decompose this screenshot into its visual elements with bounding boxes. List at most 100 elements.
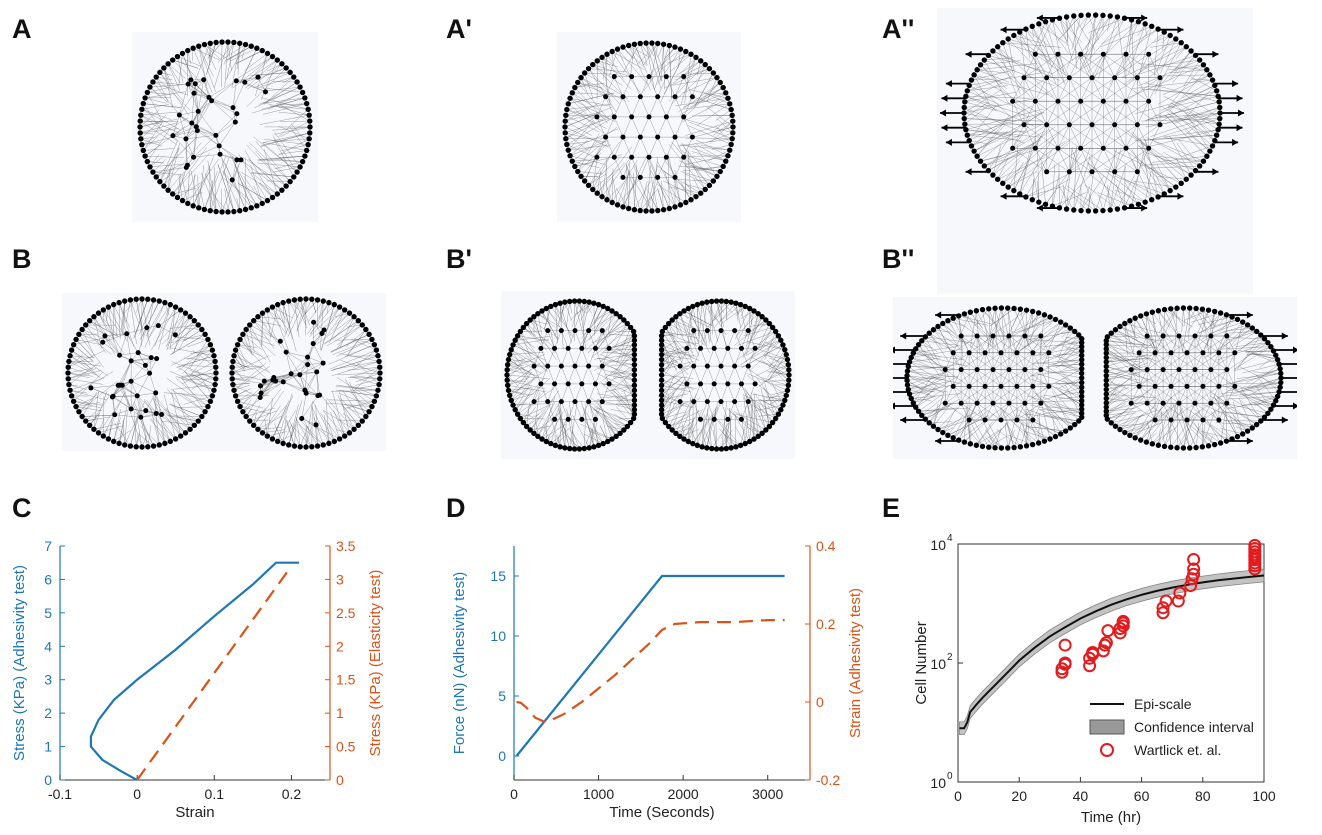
membrane-node [157,298,162,303]
membrane-node [1173,184,1178,189]
membrane-node [1042,438,1047,443]
membrane-node [504,377,509,382]
x-tick-label: 3000 [752,786,783,802]
membrane-node [1117,324,1122,329]
membrane-node [743,441,748,446]
membrane-node [249,205,254,210]
internal-node [705,364,710,369]
membrane-node [190,45,195,50]
membrane-node [1036,199,1041,204]
membrane-node [564,107,569,112]
membrane-node [1122,430,1127,435]
internal-node [284,350,289,355]
membrane-node [208,342,213,347]
internal-node [983,418,988,423]
membrane-node [351,314,356,319]
membrane-node [661,42,666,47]
membrane-node [1086,208,1091,213]
internal-node [154,411,159,416]
membrane-node [315,443,320,448]
internal-node [1038,367,1043,372]
membrane-node [71,399,76,404]
membrane-node [363,414,368,419]
membrane-node [698,58,703,63]
internal-node [231,105,236,110]
force-arrowhead [946,80,952,87]
force-arrowhead [1232,80,1238,87]
membrane-node [243,207,248,212]
membrane-node [1115,206,1120,211]
internal-node [725,417,730,422]
membrane-node [133,297,138,302]
internal-node [1124,146,1129,151]
membrane-node [1150,441,1155,446]
internal-node [1232,350,1237,355]
membrane-node [211,353,216,358]
internal-node [538,381,543,386]
x-axis-label: Time (Seconds) [609,804,714,821]
membrane-node [233,347,238,352]
membrane-node [305,107,310,112]
panel-label-b: B [12,244,32,275]
force-arrowhead [1237,124,1243,131]
membrane-node [219,39,224,44]
membrane-node [229,370,234,375]
membrane-node [1117,427,1122,432]
membrane-node [122,298,127,303]
membrane-node [659,393,664,398]
membrane-node [142,153,147,158]
membrane-node [315,297,320,302]
membrane-node [255,427,260,432]
membrane-node [67,388,72,393]
membrane-node [738,443,743,448]
membrane-node [302,153,307,158]
internal-node [579,417,584,422]
membrane-node [995,177,1000,182]
membrane-node [1240,319,1245,324]
internal-node [603,135,608,140]
y-tick-exponent: 2 [947,652,953,663]
membrane-node [230,376,235,381]
internal-node [1146,146,1151,151]
internal-node [263,89,268,94]
membrane-node [999,445,1004,450]
membrane-node [962,121,967,126]
internal-node [1185,384,1190,389]
membrane-node [254,203,259,208]
internal-node [559,399,564,404]
membrane-node [632,42,637,47]
membrane-node [196,43,201,48]
membrane-node [728,299,733,304]
membrane-node [1193,306,1198,311]
y-tick-label-right: 0.2 [816,616,836,632]
membrane-node [275,302,280,307]
membrane-node [950,435,955,440]
internal-node [1067,122,1072,127]
membrane-node [139,142,144,147]
membrane-node [572,298,577,303]
internal-node [281,379,286,384]
membrane-node [784,352,789,357]
membrane-node [738,302,743,307]
membrane-node [1201,62,1206,67]
internal-node [566,417,571,422]
internal-node [975,367,980,372]
membrane-node [1218,440,1223,445]
membrane-node [162,441,167,446]
force-arrowhead [935,438,941,445]
membrane-node [1072,329,1077,334]
membrane-node [192,318,197,323]
internal-node [1090,169,1095,174]
internal-node [1216,350,1221,355]
force-arrowhead [1177,26,1183,33]
membrane-node [106,304,111,309]
membrane-node [337,304,342,309]
membrane-node [1011,188,1016,193]
membrane-node [962,99,967,104]
force-arrowhead [1141,14,1147,21]
internal-node [1137,350,1142,355]
membrane-node [649,40,654,45]
membrane-node [785,388,790,393]
membrane-node [1149,197,1154,202]
x-axis-label: Time (hr) [1081,809,1141,826]
